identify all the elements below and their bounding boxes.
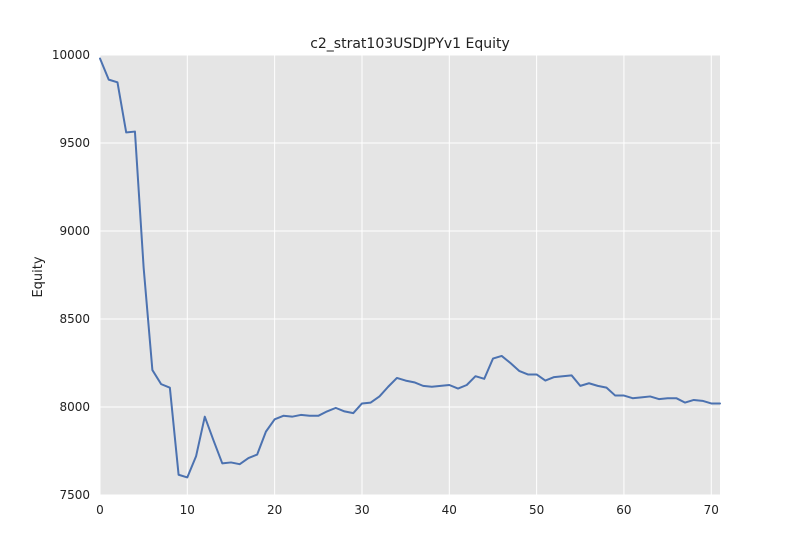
y-tick-label: 10000: [52, 48, 90, 62]
x-tick-label: 70: [704, 503, 719, 517]
y-axis-label: Equity: [31, 256, 46, 297]
plot-area: 0 10 20 30 40 50 60 70 7500 8000 8500 9000 9500 10000: [52, 48, 721, 517]
x-tick-label: 20: [267, 503, 282, 517]
x-tick-label: 0: [96, 503, 104, 517]
y-tick-label: 8500: [59, 312, 90, 326]
x-tick-label: 40: [442, 503, 457, 517]
plot-background: [100, 55, 720, 495]
x-tick-label: 60: [616, 503, 631, 517]
y-tick-label: 7500: [59, 488, 90, 502]
x-tick-label: 10: [180, 503, 195, 517]
x-tick-label: 30: [354, 503, 369, 517]
y-tick-label: 9500: [59, 136, 90, 150]
chart-title: c2_strat103USDJPYv1 Equity: [310, 36, 510, 52]
equity-line: [99, 57, 721, 479]
x-tick-label: 50: [529, 503, 544, 517]
y-tick-label: 9000: [59, 224, 90, 238]
y-tick-label: 8000: [59, 400, 90, 414]
